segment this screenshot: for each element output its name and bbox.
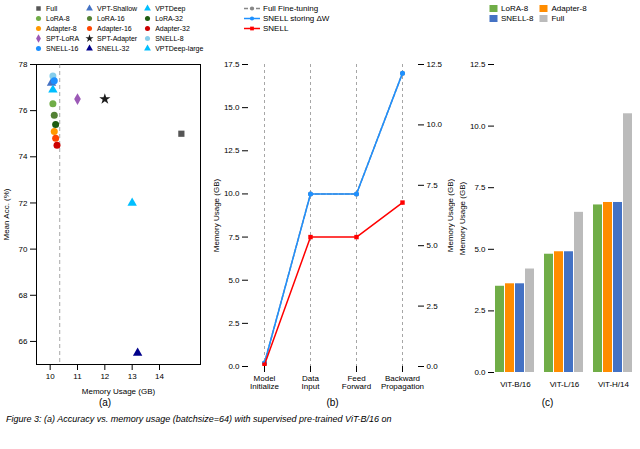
svg-text:10.0: 10.0 <box>224 189 240 198</box>
html-text:Adapter-16: Adapter-16 <box>97 25 132 32</box>
svg-text:Memory Usage (GB): Memory Usage (GB) <box>446 178 455 252</box>
svg-text:Memory Usage (GB): Memory Usage (GB) <box>212 178 221 252</box>
svg-text:17.5: 17.5 <box>224 60 240 69</box>
html-text:(a): (a) <box>98 397 112 408</box>
svg-text:72: 72 <box>19 199 28 208</box>
svg-text:70: 70 <box>19 245 28 254</box>
html-text:LoRA-16: LoRA-16 <box>97 15 125 22</box>
html-text:Adapter-8: Adapter-8 <box>551 4 587 13</box>
svg-text:14: 14 <box>155 372 164 381</box>
svg-text:BackwardPropagation: BackwardPropagation <box>381 374 424 391</box>
html-text:SPT-LoRA: SPT-LoRA <box>46 35 80 42</box>
svg-text:12.5: 12.5 <box>224 146 240 155</box>
svg-text:7.5: 7.5 <box>427 181 439 190</box>
html-text:Adapter-8: Adapter-8 <box>46 25 77 32</box>
html-text:SNELL: SNELL <box>263 24 289 33</box>
svg-text:2.5: 2.5 <box>228 319 240 328</box>
html-text:Figure 3: (a) Accuracy vs. mem: Figure 3: (a) Accuracy vs. memory usage … <box>6 414 392 424</box>
svg-text:10.0: 10.0 <box>470 122 486 131</box>
svg-text:5.0: 5.0 <box>474 245 486 254</box>
svg-text:Mean Acc. (%): Mean Acc. (%) <box>2 188 11 240</box>
svg-text:5.0: 5.0 <box>228 276 240 285</box>
svg-text:Memory Usage (GB): Memory Usage (GB) <box>458 181 467 255</box>
html-text:SNELL-32: SNELL-32 <box>97 45 130 52</box>
svg-text:ViT-L/16: ViT-L/16 <box>550 380 580 389</box>
svg-text:ModelInitialize: ModelInitialize <box>250 374 279 391</box>
html-text:VPT-Shallow: VPT-Shallow <box>97 5 138 12</box>
svg-text:2.5: 2.5 <box>427 302 439 311</box>
html-text:Full Fine-tuning: Full Fine-tuning <box>263 4 319 13</box>
svg-text:10.0: 10.0 <box>427 120 443 129</box>
svg-text:5.0: 5.0 <box>427 241 439 250</box>
svg-text:68: 68 <box>19 291 28 300</box>
html-text:SNELL-8: SNELL-8 <box>501 14 534 23</box>
svg-text:DataInput: DataInput <box>302 374 321 391</box>
svg-text:7.5: 7.5 <box>228 233 240 242</box>
html-text:SNELL-16: SNELL-16 <box>46 45 79 52</box>
html-text:LoRA-8: LoRA-8 <box>46 15 70 22</box>
html-text:(c): (c) <box>541 397 554 408</box>
html-text:SNELL-8: SNELL-8 <box>155 35 184 42</box>
html-text:VPTDeep-large: VPTDeep-large <box>155 45 204 52</box>
svg-text:FeedForward: FeedForward <box>342 374 371 391</box>
svg-text:0.0: 0.0 <box>474 368 486 377</box>
svg-text:12.5: 12.5 <box>470 60 486 69</box>
svg-text:15.0: 15.0 <box>224 103 240 112</box>
svg-text:0.0: 0.0 <box>228 362 240 371</box>
svg-text:11: 11 <box>73 372 82 381</box>
svg-text:7.5: 7.5 <box>474 183 486 192</box>
html-text:Full: Full <box>46 5 58 12</box>
svg-text:0.0: 0.0 <box>427 362 439 371</box>
svg-text:ViT-B/16: ViT-B/16 <box>500 380 531 389</box>
svg-text:Memory Usage (GB): Memory Usage (GB) <box>82 387 156 396</box>
svg-text:12.5: 12.5 <box>427 60 443 69</box>
svg-text:10: 10 <box>46 372 55 381</box>
svg-text:2.5: 2.5 <box>474 306 486 315</box>
html-text:SNELL storing ΔW: SNELL storing ΔW <box>263 14 330 23</box>
svg-text:78: 78 <box>19 60 28 69</box>
svg-text:76: 76 <box>19 106 28 115</box>
html-text:VPTDeep: VPTDeep <box>155 5 186 12</box>
svg-text:13: 13 <box>128 372 137 381</box>
html-text:LoRA-8: LoRA-8 <box>501 4 529 13</box>
html-text:(b): (b) <box>326 397 339 408</box>
svg-text:66: 66 <box>19 337 28 346</box>
html-text:SPT-Adapter: SPT-Adapter <box>97 35 138 42</box>
svg-text:ViT-H/14: ViT-H/14 <box>598 380 630 389</box>
html-text:LoRA-32: LoRA-32 <box>155 15 183 22</box>
html-text:Full: Full <box>551 14 565 23</box>
svg-text:74: 74 <box>19 152 28 161</box>
svg-text:12: 12 <box>100 372 109 381</box>
html-text:Adapter-32: Adapter-32 <box>155 25 190 32</box>
